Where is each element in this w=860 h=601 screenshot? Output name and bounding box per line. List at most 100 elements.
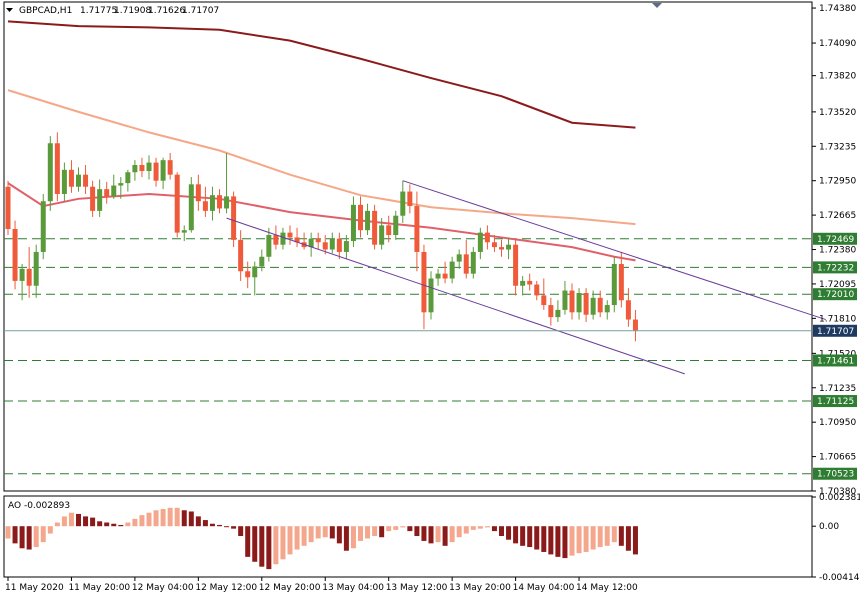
candle-body (336, 238, 342, 252)
ao-bar (463, 526, 469, 534)
ao-bar (548, 526, 554, 555)
ao-bar (562, 526, 568, 559)
ao-bar (583, 526, 589, 552)
candle-body (83, 174, 89, 187)
ao-bar (61, 516, 67, 527)
price-tick-label: 1.72095 (819, 280, 856, 290)
candle-body (534, 284, 540, 296)
shift-marker-icon[interactable] (652, 3, 662, 8)
time-tick-label: 11 May 2020 (5, 583, 64, 593)
candle-body (315, 238, 321, 243)
candle-body (111, 185, 117, 197)
candle-body (61, 169, 67, 194)
candle-body (477, 232, 483, 252)
ao-bar (167, 507, 173, 527)
candle-body (569, 290, 575, 313)
candle-body (499, 247, 504, 250)
ao-panel[interactable]: 0.002381 0.00 -0.004142 AO -0.002893 (3, 493, 860, 583)
ao-bar (541, 526, 547, 552)
candle-body (209, 195, 215, 211)
candle-body (414, 206, 420, 252)
candle-body (322, 242, 328, 250)
candle-body (520, 280, 526, 286)
candle-body (484, 232, 490, 243)
level-badge-label: 1.71461 (817, 356, 854, 366)
candle-body (562, 290, 568, 310)
candle-body (174, 174, 180, 233)
ao-bar (132, 518, 138, 527)
ao-tick-label: -0.004142 (819, 573, 860, 583)
ao-bar (590, 526, 596, 550)
ao-bar (83, 516, 89, 527)
ao-bar (513, 526, 519, 544)
ohlc-close: 1.71707 (182, 6, 219, 16)
candle-body (329, 238, 335, 250)
ao-bar (224, 526, 230, 528)
candle-body (343, 241, 349, 252)
ao-bar (209, 523, 215, 527)
ao-bar (604, 526, 610, 546)
ao-bar (569, 526, 575, 556)
candle-body (188, 184, 194, 231)
ao-bar (484, 526, 490, 528)
candle-body (132, 165, 138, 173)
candle-body (400, 191, 406, 216)
price-panel[interactable]: 1.71707 1.74380 1.74090 1.73820 1.73520 1.73… (3, 1, 857, 497)
price-tick-label: 1.73235 (819, 142, 856, 152)
ao-bar (266, 526, 272, 570)
current-price-line: 1.71707 (4, 324, 857, 337)
ohlc-open: 1.71775 (80, 6, 117, 16)
candle-body (231, 196, 237, 240)
ao-bar (118, 524, 124, 527)
time-tick-label: 13 May 12:00 (386, 583, 448, 593)
candle-body (26, 268, 32, 286)
candle-body (456, 254, 462, 262)
candle-body (12, 228, 18, 281)
collapse-triangle-icon[interactable] (6, 8, 13, 12)
time-tick-label: 12 May 20:00 (259, 583, 321, 593)
ao-bar (294, 526, 300, 550)
ao-bar (301, 526, 307, 546)
candle-body (76, 174, 81, 187)
ao-bar (125, 522, 131, 527)
ao-bar (506, 526, 512, 540)
ao-label: AO -0.002893 (8, 501, 70, 511)
candle-body (294, 237, 300, 243)
ohlc-high: 1.71908 (114, 6, 151, 16)
ao-bar (47, 526, 53, 534)
candle-body (97, 189, 103, 211)
ao-bar (259, 526, 265, 567)
ao-bar (379, 526, 385, 538)
candle-body (597, 297, 603, 313)
time-tick-label: 13 May 20:00 (449, 583, 511, 593)
level-badge-label: 1.72469 (817, 235, 854, 245)
channel-lines[interactable] (226, 180, 826, 375)
time-tick-label: 12 May 04:00 (132, 583, 194, 593)
price-tick-label: 1.70665 (819, 453, 856, 463)
time-tick-label: 14 May 12:00 (576, 583, 638, 593)
price-tick-label: 1.74380 (819, 4, 856, 14)
channel-line (402, 180, 826, 321)
ao-bar (160, 509, 166, 527)
candle-body (167, 160, 173, 175)
price-panel-border (3, 1, 813, 492)
ao-bar (407, 526, 413, 532)
ao-bar (238, 526, 244, 537)
ao-bar (632, 526, 638, 555)
ao-bar (372, 526, 378, 537)
candle-body (428, 278, 434, 313)
ao-bar (414, 526, 420, 537)
price-tick-label: 1.71810 (819, 314, 856, 324)
ao-bar (393, 526, 399, 530)
candle-body (195, 184, 201, 202)
ao-bar (499, 526, 504, 537)
price-tick-label: 1.72950 (819, 177, 856, 187)
ao-bar (54, 522, 60, 527)
candle-body (527, 280, 533, 285)
candle-body (160, 160, 166, 181)
candle-body (104, 189, 110, 197)
level-badge (813, 395, 857, 408)
candle-body (146, 162, 152, 172)
level-badge (813, 467, 857, 480)
